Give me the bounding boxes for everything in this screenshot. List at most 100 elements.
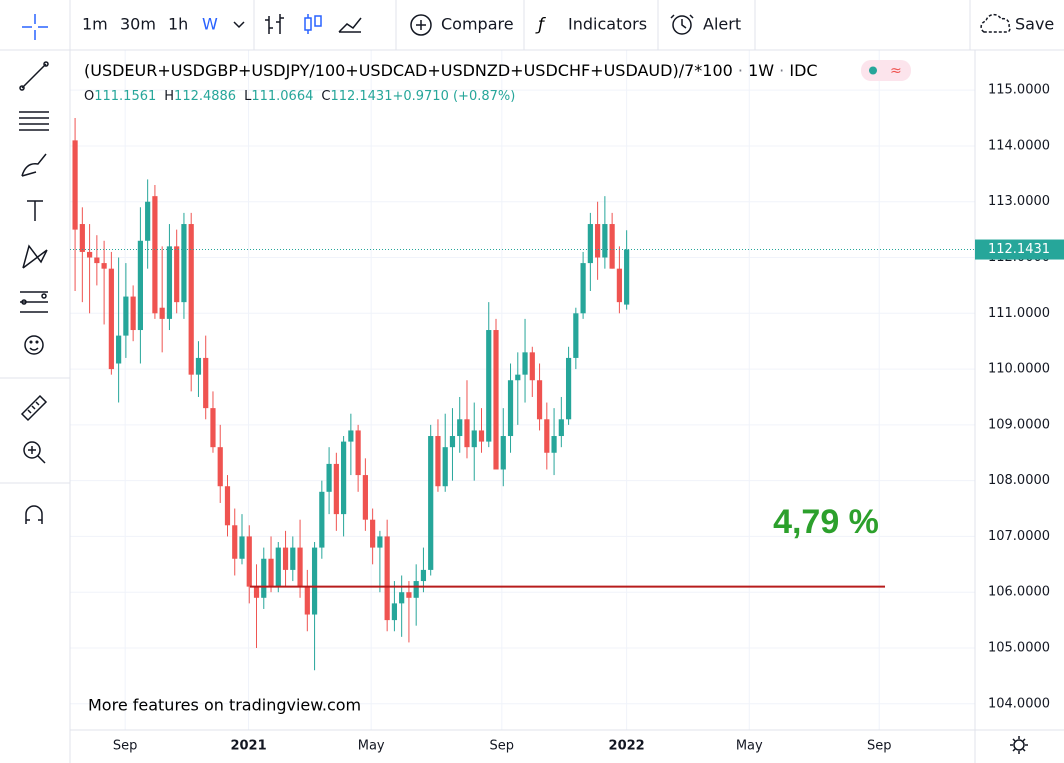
- zoom-tool[interactable]: [23, 441, 46, 464]
- pattern-tool[interactable]: [22, 244, 48, 269]
- candle-body: [595, 224, 601, 258]
- candle-body: [94, 257, 100, 264]
- candle-body: [624, 249, 630, 305]
- candle-body: [471, 430, 477, 448]
- x-tick-label: 2021: [230, 739, 266, 754]
- interval-button[interactable]: 30m: [120, 15, 156, 34]
- candle-body: [536, 380, 543, 420]
- x-tick-label: May: [358, 739, 385, 754]
- candle-body: [72, 140, 78, 230]
- market-status-dot: [869, 66, 877, 75]
- y-tick-label: 114.0000: [988, 138, 1050, 153]
- candle-body: [275, 547, 281, 587]
- legend-value: +0.9710 (+0.87%): [392, 89, 515, 104]
- compare-icon[interactable]: [410, 14, 432, 36]
- candle-body: [145, 201, 151, 241]
- text-tool[interactable]: [27, 200, 43, 221]
- emoji-tool[interactable]: [24, 335, 44, 355]
- crosshair-tool[interactable]: [22, 14, 48, 40]
- alert-button[interactable]: Alert: [703, 15, 741, 34]
- candle-body: [282, 547, 289, 570]
- magnet-tool[interactable]: [25, 505, 43, 524]
- candle-body: [413, 581, 419, 598]
- candle-body: [239, 536, 245, 559]
- fib-tool[interactable]: [19, 111, 49, 131]
- candle-body: [232, 525, 238, 559]
- candle-body: [304, 586, 310, 615]
- candle-body: [290, 547, 296, 570]
- candle-body: [311, 547, 318, 615]
- settings-icon[interactable]: [1010, 736, 1028, 754]
- candle-body: [428, 436, 434, 570]
- candle-body: [159, 307, 165, 319]
- x-tick-label: May: [736, 739, 763, 754]
- candle-body: [181, 224, 187, 303]
- save-button[interactable]: Save: [1015, 15, 1054, 34]
- interval-button-active[interactable]: W: [202, 15, 218, 34]
- candle-body: [377, 536, 383, 548]
- candle-body: [609, 224, 615, 269]
- y-tick-label: 111.0000: [988, 306, 1050, 321]
- candle-body: [348, 430, 354, 442]
- candles-style-button[interactable]: [304, 14, 322, 34]
- candle-body: [573, 313, 579, 358]
- candle-body: [333, 463, 339, 515]
- candle-body: [457, 419, 463, 437]
- status-badge[interactable]: [861, 60, 911, 81]
- candle-body: [195, 357, 202, 375]
- symbol-expression: (USDEUR+USDGBP+USDJPY/100+USDCAD+USDNZD+…: [84, 61, 733, 80]
- y-tick-label: 110.0000: [988, 362, 1050, 377]
- candle-body: [224, 486, 231, 526]
- alert-icon[interactable]: [670, 14, 694, 35]
- last-price-tag: [975, 239, 1064, 260]
- interval-dropdown[interactable]: [233, 21, 245, 29]
- indicators-button[interactable]: Indicators: [568, 15, 647, 34]
- delay-icon: ≈: [890, 63, 902, 79]
- legend-value: 112.4886: [174, 89, 236, 104]
- watermark[interactable]: More features on tradingview.com: [88, 696, 361, 715]
- candle-body: [370, 519, 376, 548]
- candle-body: [587, 224, 593, 264]
- ruler-tool[interactable]: [20, 394, 48, 422]
- y-tick-label: 107.0000: [988, 529, 1050, 544]
- candle-body: [558, 419, 564, 437]
- last-price-label: 112.1431: [988, 242, 1050, 257]
- candle-body: [217, 447, 223, 487]
- interval-button[interactable]: 1h: [168, 15, 188, 34]
- y-tick-label: 113.0000: [988, 194, 1050, 209]
- candle-body: [101, 263, 107, 269]
- save-icon[interactable]: [980, 13, 1011, 33]
- separator: ·: [733, 61, 748, 80]
- annotation: 4,79 %: [773, 503, 879, 541]
- candle-body: [297, 547, 303, 587]
- trendline-tool[interactable]: [19, 61, 49, 91]
- candle-body: [123, 296, 129, 336]
- candle-body: [442, 447, 448, 487]
- candle-body: [420, 569, 427, 582]
- bars-style-button[interactable]: [265, 14, 284, 34]
- compare-button[interactable]: Compare: [441, 15, 514, 34]
- candle-body: [210, 408, 216, 448]
- interval-button[interactable]: 1m: [82, 15, 108, 34]
- legend-value: 112.1431: [330, 89, 392, 104]
- ohlc-legend: O111.1561 H112.4886 L111.0664 C112.1431+0.9…: [84, 89, 515, 104]
- toolbar-separators: [0, 0, 971, 484]
- brush-tool[interactable]: [21, 153, 47, 177]
- x-tick-label: 2022: [609, 739, 645, 754]
- y-tick-label: 105.0000: [988, 640, 1050, 655]
- legend-key: H: [164, 89, 174, 104]
- area-style-button[interactable]: [338, 17, 362, 33]
- y-tick-label: 106.0000: [988, 585, 1050, 600]
- candle-body: [522, 352, 528, 375]
- prediction-tool[interactable]: [20, 291, 48, 313]
- candle-body: [500, 436, 506, 470]
- candle-body: [580, 263, 586, 314]
- candle-body: [544, 419, 550, 453]
- indicators-icon[interactable]: ƒ: [535, 15, 546, 35]
- candle-body: [384, 536, 390, 621]
- candle-body: [507, 380, 514, 437]
- candle-body: [616, 268, 622, 303]
- legend-value: 111.1561: [94, 89, 156, 104]
- candle-body: [529, 352, 535, 381]
